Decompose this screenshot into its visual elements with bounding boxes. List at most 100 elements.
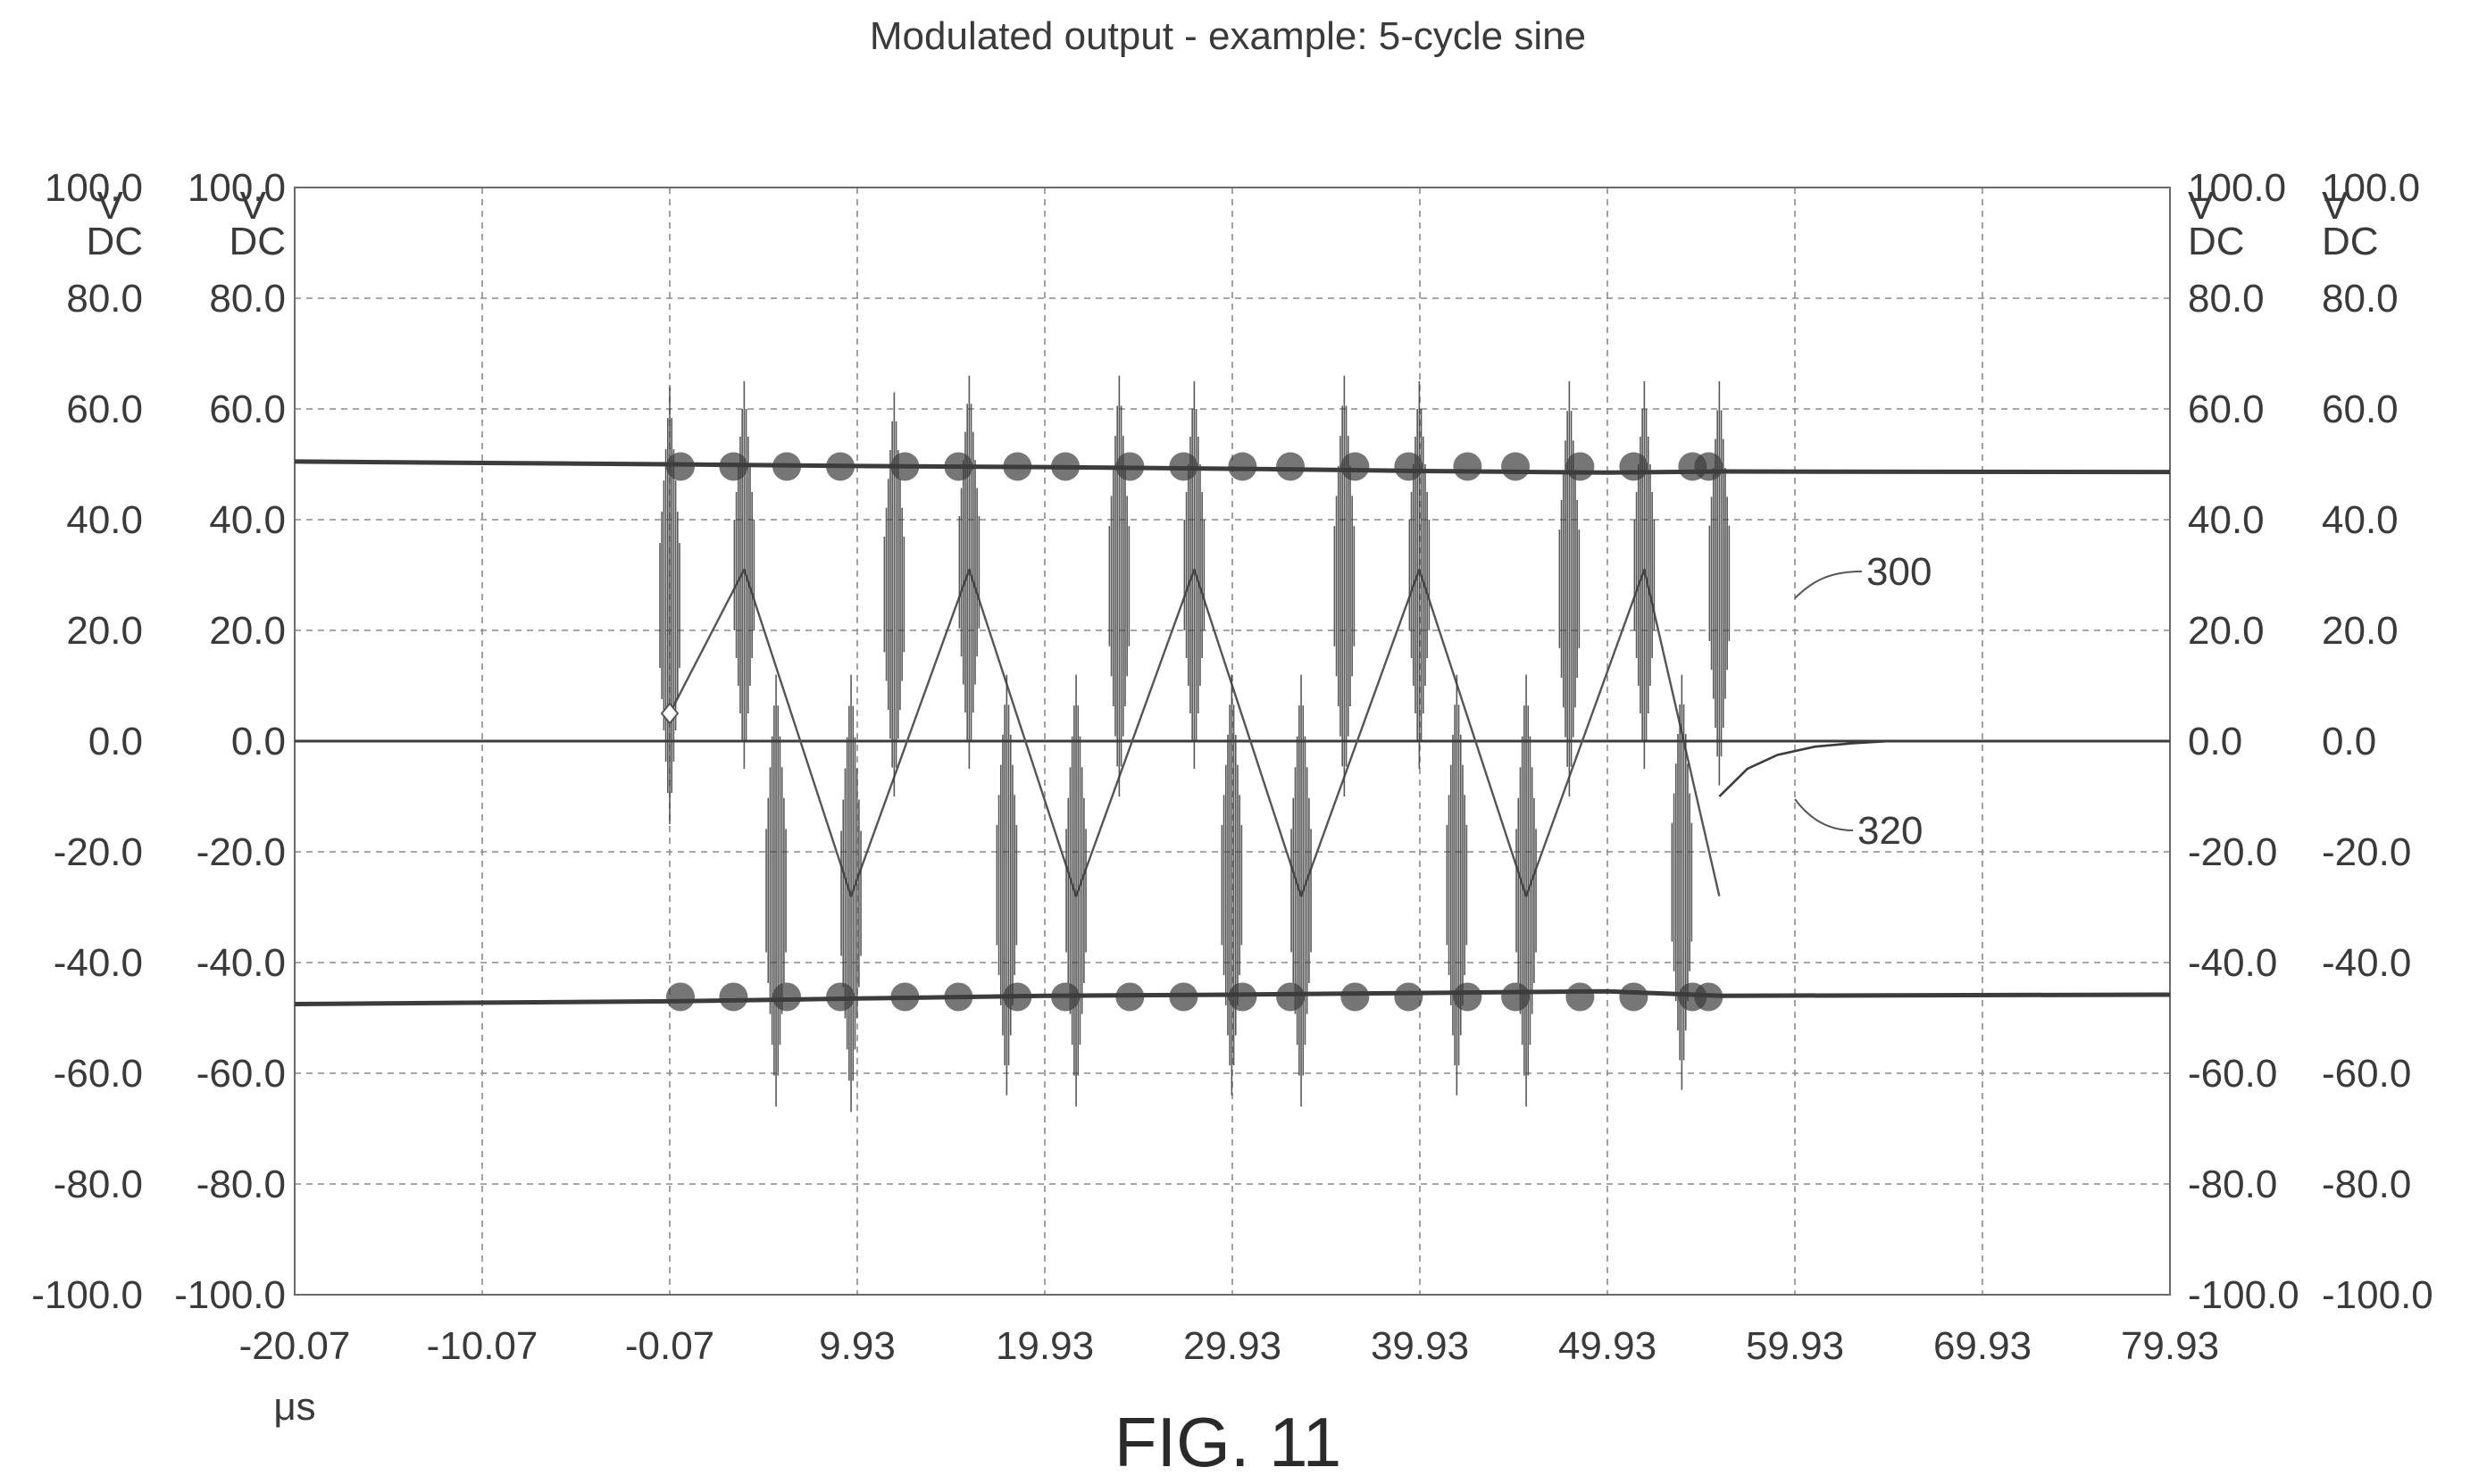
rail-ringing-mark [719, 452, 748, 481]
rail-ringing-mark [1003, 452, 1032, 481]
y-tick-label-left: 40.0 [209, 498, 286, 542]
rail-ringing-mark [1694, 982, 1723, 1012]
switching-pulse [1333, 375, 1356, 796]
y-tick-label-right: -100.0 [2188, 1273, 2299, 1317]
grid-lines [295, 188, 2170, 1295]
x-tick-label: -10.07 [427, 1324, 538, 1368]
rail-ringing-mark [1115, 982, 1145, 1012]
x-tick-label: 39.93 [1371, 1324, 1469, 1368]
x-axis-unit: μs [273, 1385, 315, 1429]
rail-ringing-mark [1169, 452, 1198, 481]
switching-pulse [1183, 381, 1206, 769]
switching-pulse [1708, 381, 1731, 786]
switching-pulse [996, 674, 1018, 1096]
x-tick-label: -20.07 [239, 1324, 351, 1368]
y-tick-label-right: 20.0 [2188, 609, 2265, 653]
y-tick-label-right: 0.0 [2188, 720, 2242, 763]
y-tick-label-right: 20.0 [2322, 609, 2399, 653]
rail-ringing-mark [1619, 452, 1648, 481]
x-tick-label: 69.93 [1933, 1324, 2032, 1368]
y-axis-unit-left: V [97, 184, 124, 228]
rail-ringing-mark [1394, 982, 1423, 1012]
rail-ringing-mark [1694, 452, 1723, 481]
rail-ringing-mark [1276, 982, 1306, 1012]
rail-ringing-mark [1228, 982, 1257, 1012]
start-marker [660, 702, 680, 725]
y-tick-label-left: -60.0 [196, 1052, 286, 1096]
y-tick-label-right: 100.0 [2322, 166, 2420, 210]
rail-ringing-mark [1565, 982, 1595, 1012]
y-tick-label-right: -40.0 [2322, 941, 2411, 985]
rail-ringing-mark [1051, 982, 1081, 1012]
y-tick-label-left: 20.0 [209, 609, 286, 653]
rail-ringing-mark [1619, 982, 1648, 1012]
rail-ringing-mark [1051, 452, 1081, 481]
y-tick-label-right: 0.0 [2322, 720, 2376, 763]
x-tick-label: 79.93 [2121, 1324, 2219, 1368]
rail-ringing-mark [1394, 452, 1423, 481]
y-tick-label-left: -80.0 [54, 1163, 143, 1206]
y-tick-label-right: -100.0 [2322, 1273, 2433, 1317]
y-axis-unit-right: DC [2188, 220, 2245, 263]
annotation-300: 300 [1866, 550, 1932, 594]
switching-pulse [733, 381, 755, 769]
rail-ringing-mark [826, 452, 855, 481]
y-tick-label-left: -20.0 [54, 830, 143, 874]
rail-ringing-mark [890, 452, 920, 481]
rail-ringing-mark [1453, 452, 1482, 481]
series-layer [294, 375, 2171, 1113]
rail-ringing-mark [1276, 452, 1306, 481]
x-tick-label: 9.93 [819, 1324, 896, 1368]
rail-ringing-mark [1453, 982, 1482, 1012]
y-axis-unit-left: DC [86, 220, 143, 263]
y-tick-label-right: 40.0 [2322, 498, 2399, 542]
switching-pulse [1671, 674, 1693, 1090]
y-tick-label-left: 60.0 [209, 388, 286, 431]
annotations: 300 320 [1794, 550, 1932, 853]
y-axis-unit-left: DC [229, 220, 286, 263]
y-tick-label-right: 60.0 [2322, 388, 2399, 431]
switching-pulse [1108, 375, 1131, 796]
x-tick-label: 19.93 [996, 1324, 1094, 1368]
figure-label: FIG. 11 [1114, 1403, 1341, 1481]
y-tick-label-left: -60.0 [54, 1052, 143, 1096]
rail-ringing-mark [1565, 452, 1595, 481]
rail-ringing-mark [772, 452, 802, 481]
x-tick-label: 49.93 [1558, 1324, 1656, 1368]
switching-pulse [765, 674, 787, 1107]
annotation-320: 320 [1857, 809, 1923, 853]
rail-ringing-mark [944, 452, 973, 481]
y-tick-label-left: -20.0 [196, 830, 286, 874]
chart-title: Modulated output - example: 5-cycle sine [870, 14, 1586, 58]
y-axis-unit-right: DC [2322, 220, 2379, 263]
annotation-320-leader [1794, 798, 1854, 831]
x-tick-label: 29.93 [1183, 1324, 1281, 1368]
rail-ringing-mark [1115, 452, 1145, 481]
y-tick-label-right: -20.0 [2322, 830, 2411, 874]
y-tick-label-left: 80.0 [66, 277, 143, 321]
y-tick-label-right: 40.0 [2188, 498, 2265, 542]
x-tick-label: 59.93 [1746, 1324, 1844, 1368]
y-tick-label-left: 60.0 [66, 388, 143, 431]
output-decay-tail [1718, 739, 1890, 797]
rail-ringing-mark [666, 982, 695, 1012]
rail-ringing-mark [772, 982, 802, 1012]
y-tick-label-left: 20.0 [66, 609, 143, 653]
y-tick-label-right: -80.0 [2188, 1163, 2277, 1206]
rail-ringing-mark [666, 452, 695, 481]
switching-pulse [1221, 674, 1243, 1096]
y-tick-label-right: -60.0 [2322, 1052, 2411, 1096]
switching-pulse [958, 375, 980, 769]
switching-pulse [1558, 381, 1581, 796]
rail-ringing-mark [1169, 982, 1198, 1012]
y-tick-label-right: 80.0 [2188, 277, 2265, 321]
y-tick-label-left: -100.0 [174, 1273, 286, 1317]
y-tick-label-right: -80.0 [2322, 1163, 2411, 1206]
y-axis-unit-right: V [2188, 184, 2215, 228]
rail-ringing-mark [890, 982, 920, 1012]
y-tick-label-right: -20.0 [2188, 830, 2277, 874]
rail-ringing-mark [1003, 982, 1032, 1012]
y-tick-label-left: -40.0 [196, 941, 286, 985]
rail-ringing-mark [1228, 452, 1257, 481]
